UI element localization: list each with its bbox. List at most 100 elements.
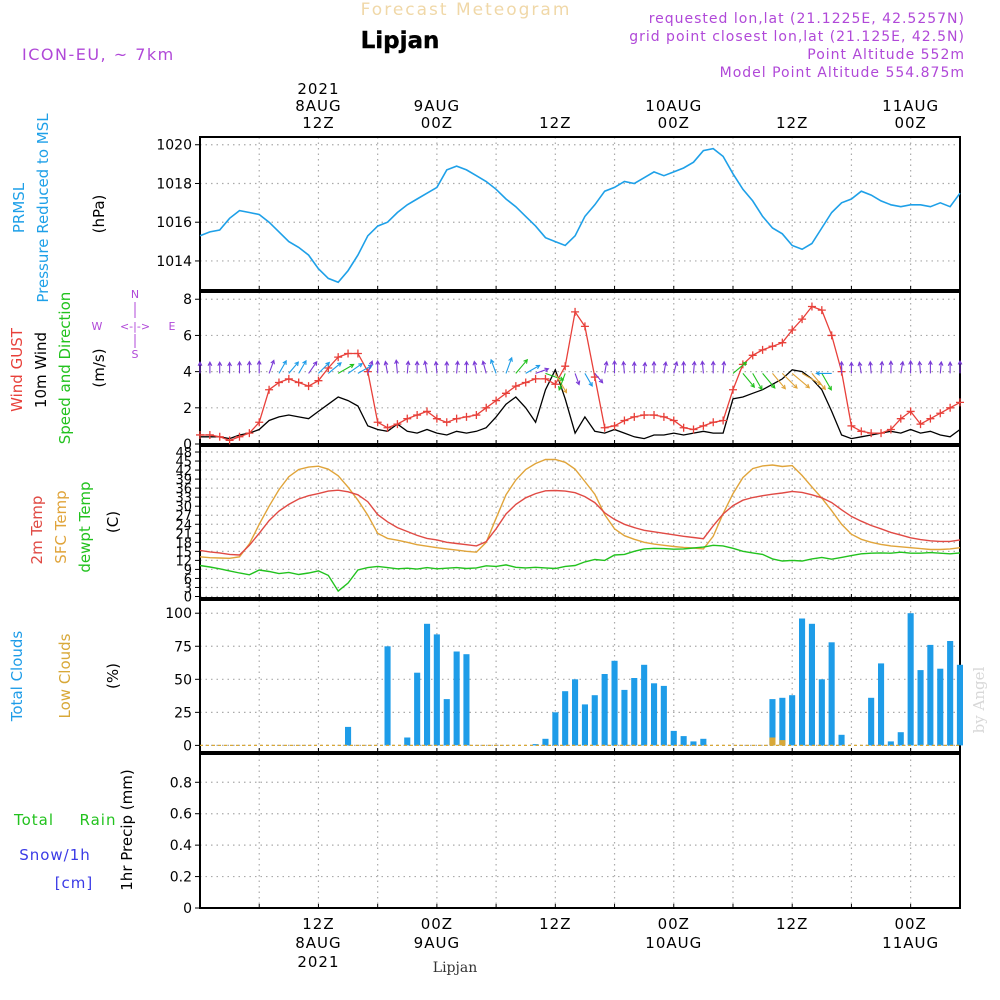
temperature-tick-label: 12 — [175, 554, 192, 569]
wind-direction-arrow — [414, 360, 420, 374]
point-altitude: Point Altitude 552m — [807, 47, 965, 63]
top-time-label: 2021 — [297, 80, 339, 98]
wind-direction-arrow — [821, 373, 832, 391]
wind-direction-arrow — [879, 360, 885, 374]
wind-direction-arrow — [781, 373, 798, 389]
pressure-tick-label: 1016 — [156, 215, 192, 231]
wind-direction-arrow — [681, 360, 687, 374]
wind-direction-arrow — [383, 360, 389, 374]
wind-gust-marker — [798, 315, 807, 324]
wind-gust-marker — [432, 414, 441, 423]
wind-gust-marker — [334, 353, 343, 362]
wind-gust-marker — [778, 338, 787, 347]
total-cloud-bar — [808, 623, 815, 746]
wind-gust-marker — [196, 430, 204, 439]
wind-direction-arrow — [237, 360, 242, 374]
location-title: Lipjan — [361, 28, 440, 54]
wind-gust-marker — [284, 374, 293, 383]
wind-gust-marker — [610, 421, 619, 430]
wind-gust-marker — [373, 418, 382, 427]
total-cloud-bar — [887, 741, 894, 746]
total-cloud-bar — [789, 695, 796, 746]
wind-gust-marker — [936, 409, 945, 418]
wind-gust-marker — [867, 429, 876, 438]
total-cloud-bar — [552, 712, 559, 746]
wind-direction-arrow — [481, 360, 487, 374]
total-cloud-bar — [542, 738, 549, 746]
wind-gust-marker — [946, 403, 955, 412]
clouds-tick-label: 0 — [183, 738, 192, 754]
wind-gust-marker — [659, 412, 668, 421]
top-time-label: 00Z — [658, 114, 690, 132]
wind-gust-marker — [896, 414, 905, 423]
wind-direction-arrow — [227, 361, 232, 374]
total-cloud-bar — [572, 679, 579, 746]
pressure-label: PRMSL — [10, 182, 28, 233]
wind-direction-arrow — [772, 373, 787, 390]
top-time-label: 10AUG — [645, 97, 702, 115]
wind-unit: (m/s) — [90, 348, 108, 387]
wind-gust-marker — [728, 385, 737, 394]
bottom-time-label: 10AUG — [645, 934, 702, 952]
compass-rose: N <-|-> W E S — [92, 288, 176, 361]
total-cloud-bar — [404, 737, 411, 746]
low-cloud-bar — [779, 740, 786, 746]
wind-gust-marker — [353, 349, 362, 358]
footer-location: Lipjan — [433, 960, 477, 976]
wind-gust-marker — [521, 378, 530, 387]
clouds-tick-label: 50 — [174, 672, 192, 688]
wind-gust-marker — [274, 378, 283, 387]
total-cloud-bar — [384, 646, 391, 746]
bottom-time-label: 11AUG — [882, 934, 939, 952]
wind-gust-marker — [561, 362, 570, 371]
wind-direction-arrow — [762, 373, 776, 389]
precip-tick-label: 0.2 — [170, 870, 192, 886]
wind-tick-label: 8 — [183, 292, 192, 308]
wind-direction-arrow — [857, 361, 863, 374]
wind-gust-marker — [344, 349, 353, 358]
total-cloud-bar — [601, 674, 608, 746]
wind-gust-marker — [294, 378, 303, 387]
pressure-tick-label: 1014 — [156, 254, 192, 270]
wind-direction-arrow — [849, 361, 854, 374]
temp-unit: (C) — [104, 511, 122, 533]
total-cloud-bar — [651, 683, 658, 746]
wind-gust-marker — [748, 351, 757, 360]
pressure-tick-label: 1020 — [156, 138, 192, 154]
wind-gust-marker — [442, 418, 451, 427]
temperature-tick-label: 36 — [175, 482, 192, 497]
wind-gust-marker — [245, 429, 254, 438]
bottom-time-label: 00Z — [894, 915, 926, 933]
bottom-time-label: 00Z — [421, 915, 453, 933]
wind-gust-marker — [492, 396, 501, 405]
wind-direction-arrow — [197, 361, 203, 374]
total-cloud-bar — [690, 741, 697, 746]
wind-direction-arrow — [433, 360, 439, 374]
wind-direction-arrow — [558, 373, 566, 391]
wind-gust-marker — [788, 326, 797, 334]
wind-direction-arrow — [612, 359, 617, 374]
wind-direction-arrow — [535, 367, 550, 374]
plot-layer: 1020101810161014864204845423936333027242… — [156, 80, 964, 971]
wind-direction-arrow — [815, 371, 832, 376]
wind-gust-marker — [531, 374, 540, 383]
wind-gust-marker — [620, 416, 629, 425]
precip-unit: 1hr Precip (mm) — [118, 769, 136, 890]
wind-gust-marker — [669, 416, 678, 425]
total-cloud-bar — [453, 651, 460, 746]
top-time-label: 00Z — [421, 114, 453, 132]
wind-direction-arrow — [868, 360, 873, 374]
wind-gust-marker — [383, 423, 392, 432]
total-cloud-bar — [680, 736, 687, 746]
top-time-label: 12Z — [539, 114, 571, 132]
wind-gust-marker — [541, 374, 550, 383]
wind-direction-arrow — [256, 359, 262, 374]
precip-total-label: Total — [13, 811, 54, 829]
sfc-temp-line — [199, 458, 961, 560]
wind-gust-marker — [393, 420, 402, 429]
wind-gust-marker — [225, 436, 234, 445]
wind-gust-marker — [215, 432, 224, 441]
wind-gust-marker — [462, 412, 471, 421]
bottom-time-label: 12Z — [302, 915, 334, 933]
